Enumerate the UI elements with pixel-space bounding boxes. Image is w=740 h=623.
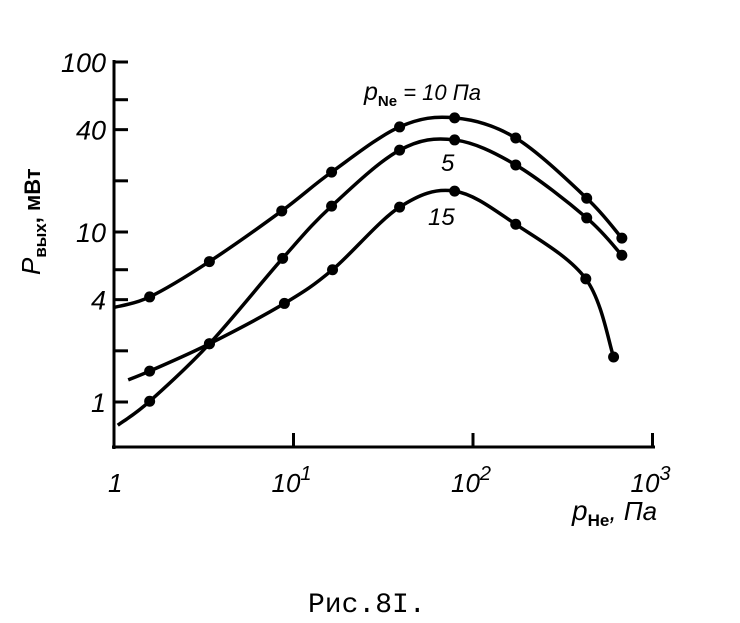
y-label-sub: вых bbox=[31, 223, 50, 258]
x-tick-base: 1 bbox=[108, 468, 122, 498]
data-point bbox=[144, 291, 156, 303]
data-point bbox=[394, 144, 406, 156]
series-label-5: 5 bbox=[441, 150, 455, 177]
x-tick-base: 10 bbox=[631, 468, 660, 498]
series-label-15: 15 bbox=[428, 204, 455, 231]
data-point bbox=[510, 159, 522, 171]
y-tick-label: 10 bbox=[76, 218, 106, 248]
data-point bbox=[616, 249, 628, 261]
x-tick-label: 102 bbox=[451, 463, 491, 498]
y-label-unit: , мВт bbox=[20, 168, 45, 223]
x-label-main: p bbox=[571, 495, 588, 526]
x-tick-exp: 1 bbox=[300, 463, 311, 485]
data-point bbox=[326, 166, 338, 178]
series-label-text: = 10 Па bbox=[397, 80, 481, 105]
data-point bbox=[394, 201, 406, 213]
data-point bbox=[277, 252, 289, 264]
data-point bbox=[203, 256, 215, 268]
data-point bbox=[608, 351, 620, 363]
data-point bbox=[144, 365, 156, 377]
data-point bbox=[580, 273, 592, 285]
x-tick-label: 103 bbox=[631, 463, 671, 498]
y-tick-label: 40 bbox=[76, 116, 106, 146]
data-point bbox=[510, 218, 522, 230]
data-point bbox=[449, 112, 461, 124]
data-point bbox=[581, 212, 593, 224]
data-point bbox=[510, 132, 522, 144]
x-tick-base: 10 bbox=[272, 468, 301, 498]
x-axis-label: pHe, Па bbox=[571, 495, 657, 530]
figure-caption: Рис.8I. bbox=[308, 590, 426, 621]
series-label-10: pNe = 10 Па bbox=[363, 78, 481, 110]
x-tick-exp: 2 bbox=[479, 463, 491, 485]
data-point bbox=[278, 297, 290, 309]
series-label-sub: Ne bbox=[378, 93, 397, 110]
y-label-main: P bbox=[16, 257, 46, 275]
y-tick-label: 4 bbox=[91, 286, 106, 316]
data-point bbox=[276, 205, 288, 217]
series-line-3 bbox=[127, 188, 616, 382]
y-tick-label: 1 bbox=[91, 388, 106, 418]
data-point bbox=[449, 134, 461, 146]
series-line-1 bbox=[113, 115, 624, 310]
x-label-sub: He bbox=[588, 511, 610, 530]
data-point bbox=[394, 121, 406, 133]
data-point bbox=[581, 192, 593, 204]
data-point bbox=[449, 185, 461, 197]
series-label-main: p bbox=[363, 78, 378, 106]
y-axis-label: Pвых, мВт bbox=[16, 168, 50, 275]
axes bbox=[112, 60, 655, 449]
data-point bbox=[616, 232, 628, 244]
data-point bbox=[144, 395, 156, 407]
x-label-unit: , Па bbox=[609, 496, 657, 526]
series-line-2 bbox=[116, 137, 624, 427]
x-tick-base: 10 bbox=[451, 468, 480, 498]
data-point bbox=[326, 200, 338, 212]
data-point bbox=[327, 264, 339, 276]
x-tick-exp: 3 bbox=[659, 463, 670, 485]
x-tick-label: 101 bbox=[272, 463, 312, 498]
x-tick-label: 1 bbox=[108, 468, 122, 498]
data-point bbox=[203, 338, 215, 350]
y-tick-label: 100 bbox=[61, 48, 106, 78]
